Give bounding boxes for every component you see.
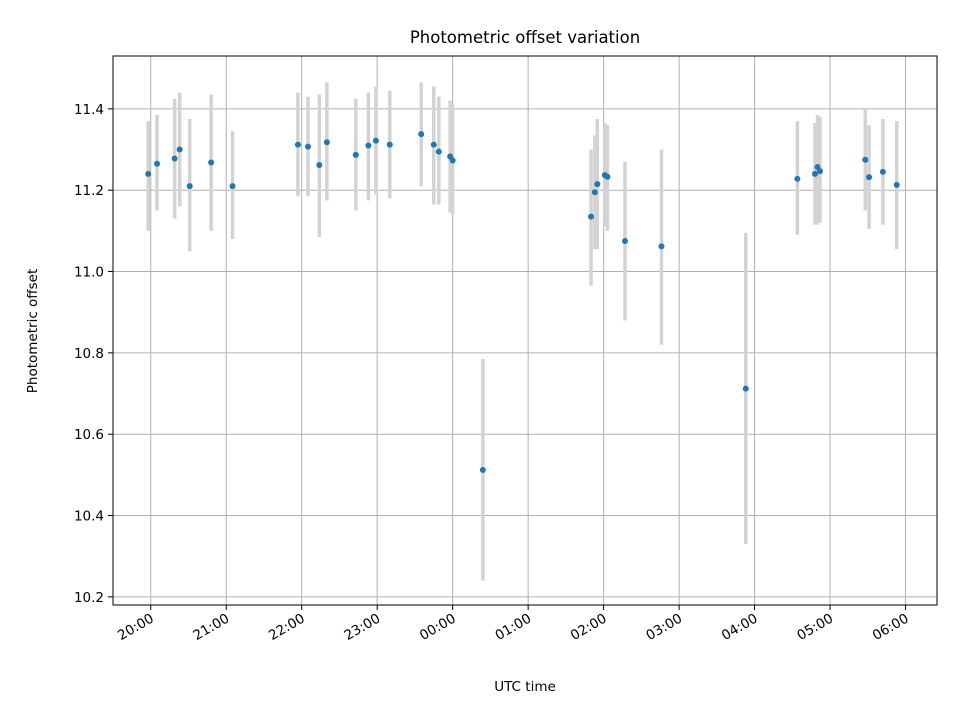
data-point xyxy=(658,243,665,250)
data-point xyxy=(794,175,801,182)
y-tick-label: 11.2 xyxy=(74,183,104,199)
y-axis-label: Photometric offset xyxy=(25,269,41,393)
data-point xyxy=(449,157,456,164)
data-point xyxy=(742,385,749,392)
grid xyxy=(113,56,937,605)
data-point xyxy=(186,183,193,190)
data-point xyxy=(430,141,437,148)
plot-frame xyxy=(112,55,938,606)
data-point xyxy=(811,170,818,177)
y-axis-ticks: 10.2 10.4 10.6 10.8 11.0 11.2 11.4 xyxy=(74,102,113,606)
data-point xyxy=(594,181,601,188)
data-point xyxy=(893,181,900,188)
data-point xyxy=(817,168,824,175)
data-point xyxy=(304,143,311,150)
data-point xyxy=(862,156,869,163)
data-point xyxy=(435,148,442,155)
data-point xyxy=(588,213,595,220)
data-point xyxy=(591,189,598,196)
data-points xyxy=(145,131,900,473)
data-point xyxy=(372,137,379,144)
data-point xyxy=(866,174,873,181)
data-point xyxy=(145,170,152,177)
data-point xyxy=(294,141,301,148)
data-point xyxy=(879,168,886,175)
data-point xyxy=(479,466,486,473)
y-tick-label: 10.4 xyxy=(74,509,104,525)
chart-title: Photometric offset variation xyxy=(410,28,640,47)
data-point xyxy=(229,183,236,190)
data-point xyxy=(604,173,611,180)
data-point xyxy=(154,160,161,167)
data-point xyxy=(365,142,372,149)
data-point xyxy=(386,141,393,148)
data-point xyxy=(176,146,183,153)
data-point xyxy=(418,131,425,138)
data-point xyxy=(208,159,215,166)
y-tick-label: 11.0 xyxy=(74,265,104,281)
data-point xyxy=(622,238,629,245)
y-tick-label: 10.6 xyxy=(74,427,104,443)
data-point xyxy=(316,161,323,168)
x-axis-label: UTC time xyxy=(494,679,556,695)
data-point xyxy=(323,139,330,146)
data-point xyxy=(352,151,359,158)
y-tick-label: 10.8 xyxy=(74,346,104,362)
y-tick-label: 11.4 xyxy=(74,102,104,118)
data-point xyxy=(171,155,178,162)
y-tick-label: 10.2 xyxy=(74,590,104,606)
